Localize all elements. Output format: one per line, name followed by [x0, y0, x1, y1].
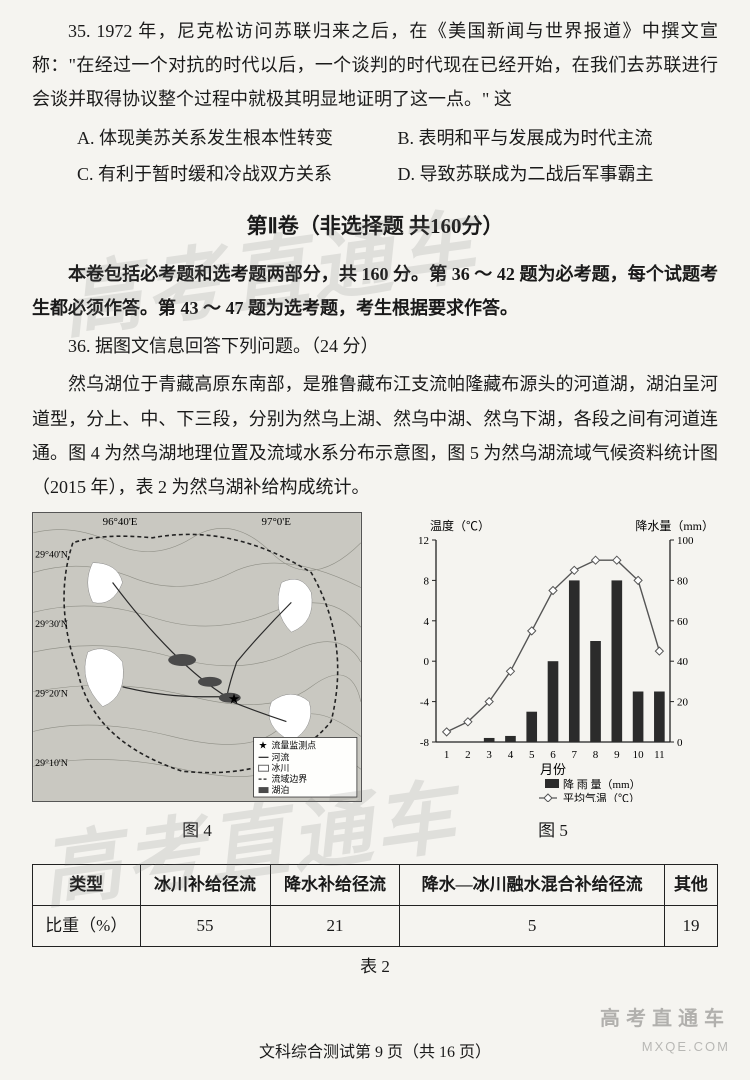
section-2-instructions: 本卷包括必考题和选考题两部分，共 160 分。第 36 ～ 42 题为必考题，每… [32, 257, 718, 325]
th-mixed: 降水—冰川融水混合补给径流 [400, 864, 664, 905]
th-glacier: 冰川补给径流 [140, 864, 270, 905]
figure-5-caption: 图 5 [388, 815, 718, 847]
q35-options: A. 体现美苏关系发生根本性转变 B. 表明和平与发展成为时代主流 C. 有利于… [32, 121, 718, 193]
map-svg: ★ 96°40'E 97°0'E 29°40'N 29°30'N 29°20'N… [32, 512, 362, 802]
lat-3: 29°10'N [35, 758, 68, 769]
q35-opt-c: C. 有利于暂时缓和冷战双方关系 [77, 157, 398, 191]
svg-text:-8: -8 [420, 737, 430, 749]
td-v2: 5 [400, 905, 664, 946]
section-2-title: 第Ⅱ卷（非选择题 共160分） [32, 207, 718, 247]
svg-text:8: 8 [424, 576, 430, 588]
q36-head: 36. 据图文信息回答下列问题。（24 分） [32, 329, 718, 363]
page-footer: 文科综合测试第 9 页（共 16 页） [0, 1038, 750, 1068]
q36-p1: 然乌湖位于青藏高原东南部，是雅鲁藏布江支流帕隆藏布源头的河道湖，湖泊呈河道型，分… [32, 367, 718, 504]
figure-5: -8-4048120204060801001234567891011温度（℃）降… [388, 512, 718, 847]
q35-opt-b: B. 表明和平与发展成为时代主流 [398, 121, 719, 155]
legend-river: 河流 [271, 751, 289, 762]
svg-text:★: ★ [228, 693, 240, 708]
svg-text:4: 4 [508, 749, 514, 761]
svg-text:3: 3 [486, 749, 492, 761]
svg-text:8: 8 [593, 749, 599, 761]
svg-text:4: 4 [424, 616, 430, 628]
q35-opt-d: D. 导致苏联成为二战后军事霸主 [398, 157, 719, 191]
svg-text:温度（℃）: 温度（℃） [430, 518, 490, 533]
svg-text:100: 100 [677, 535, 694, 547]
lon-right-label: 97°0'E [262, 516, 292, 528]
svg-text:10: 10 [633, 749, 645, 761]
table-2-caption: 表 2 [32, 951, 718, 983]
svg-text:-4: -4 [420, 697, 430, 709]
legend-lake: 湖泊 [271, 785, 289, 795]
th-other: 其他 [664, 864, 717, 905]
legend-star: 流量监测点 [271, 740, 316, 751]
svg-text:12: 12 [418, 535, 429, 547]
svg-text:80: 80 [677, 576, 689, 588]
svg-text:降 雨 量（mm）: 降 雨 量（mm） [563, 777, 641, 791]
svg-text:9: 9 [614, 749, 620, 761]
svg-text:2: 2 [465, 749, 471, 761]
svg-text:1: 1 [444, 749, 450, 761]
lat-1: 29°30'N [35, 619, 68, 630]
td-v0: 55 [140, 905, 270, 946]
q35-stem: 35. 1972 年，尼克松访问苏联归来之后，在《美国新闻与世界报道》中撰文宣称… [32, 14, 718, 117]
th-precip: 降水补给径流 [270, 864, 400, 905]
th-type: 类型 [33, 864, 141, 905]
figure-4-caption: 图 4 [32, 815, 362, 847]
svg-text:6: 6 [550, 749, 556, 761]
q35-opt-a: A. 体现美苏关系发生根本性转变 [77, 121, 398, 155]
svg-text:降水量（mm）: 降水量（mm） [635, 519, 714, 533]
lon-left-label: 96°40'E [103, 516, 138, 528]
table-data-row: 比重（%） 55 21 5 19 [33, 905, 718, 946]
svg-text:20: 20 [677, 697, 689, 709]
svg-text:60: 60 [677, 616, 689, 628]
svg-text:11: 11 [654, 749, 665, 761]
lat-0: 29°40'N [35, 550, 68, 561]
climate-chart-svg: -8-4048120204060801001234567891011温度（℃）降… [388, 512, 718, 802]
table-2: 类型 冰川补给径流 降水补给径流 降水—冰川融水混合补给径流 其他 比重（%） … [32, 864, 718, 948]
lat-2: 29°20'N [35, 689, 68, 700]
legend-glacier: 冰川 [271, 762, 289, 773]
svg-text:5: 5 [529, 749, 535, 761]
legend-boundary: 流域边界 [271, 773, 307, 784]
figure-row: ★ 96°40'E 97°0'E 29°40'N 29°30'N 29°20'N… [32, 512, 718, 847]
figure-4: ★ 96°40'E 97°0'E 29°40'N 29°30'N 29°20'N… [32, 512, 362, 847]
svg-text:40: 40 [677, 656, 689, 668]
svg-text:0: 0 [424, 656, 430, 668]
svg-text:0: 0 [677, 737, 683, 749]
svg-text:月份: 月份 [540, 762, 566, 777]
table-header-row: 类型 冰川补给径流 降水补给径流 降水—冰川融水混合补给径流 其他 [33, 864, 718, 905]
svg-text:平均气温（℃）: 平均气温（℃） [563, 791, 640, 802]
svg-text:★: ★ [259, 741, 268, 752]
td-v1: 21 [270, 905, 400, 946]
td-v3: 19 [664, 905, 717, 946]
svg-text:7: 7 [572, 749, 578, 761]
td-label: 比重（%） [33, 905, 141, 946]
watermark-corner: 高考直通车 [600, 1000, 730, 1038]
